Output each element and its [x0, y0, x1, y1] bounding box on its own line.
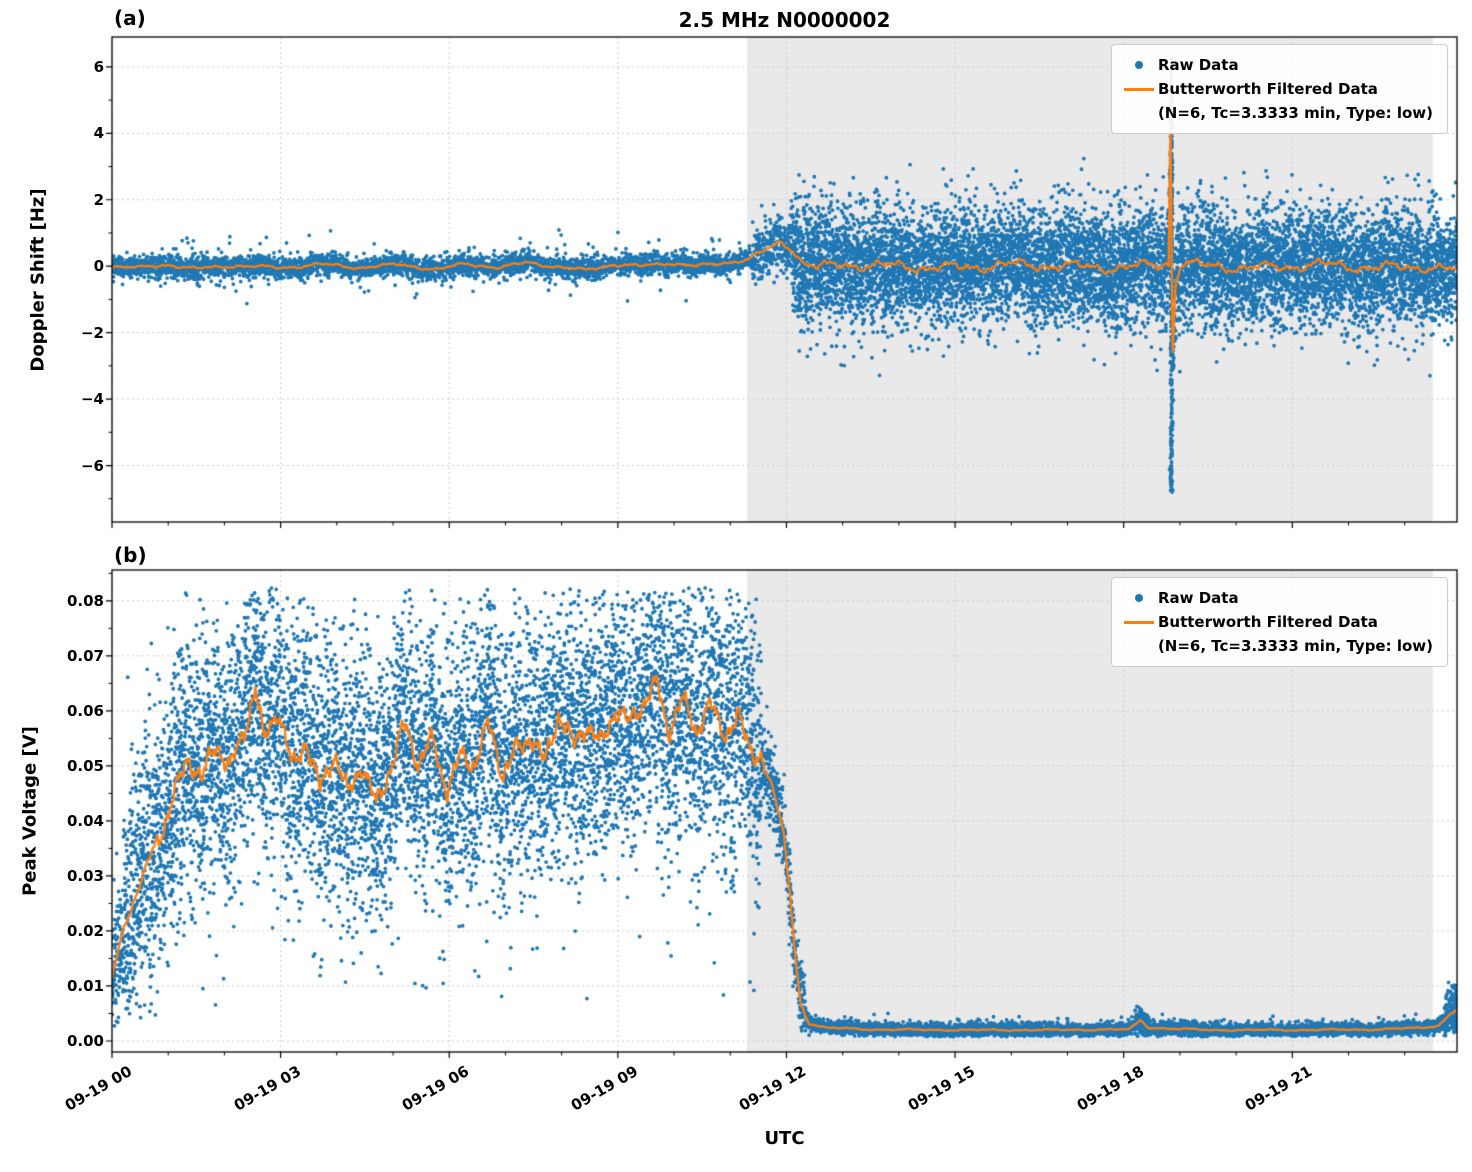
raw-data-dot-marker — [1134, 61, 1143, 69]
y-tick-label-b-8: 0.00 — [66, 1031, 104, 1050]
y-tick-label-b-7: 0.01 — [66, 976, 104, 995]
y-axis-label-voltage: Peak Voltage [V] — [19, 726, 41, 896]
y-tick-label-b-4: 0.04 — [66, 811, 104, 830]
y-tick-label-b-5: 0.03 — [66, 866, 104, 885]
y-tick-label-b-1: 0.07 — [66, 646, 104, 665]
y-tick-label-a-1: 4 — [93, 124, 104, 143]
legend-filtered-params: (N=6, Tc=3.3333 min, Type: low) — [1157, 637, 1433, 655]
legend-marker-cell — [1120, 594, 1158, 602]
legend-filtered-params: (N=6, Tc=3.3333 min, Type: low) — [1157, 104, 1433, 122]
legend-item-raw: Raw Data — [1120, 586, 1433, 610]
filtered-line-marker — [1123, 620, 1154, 624]
panel-label-a: (a) — [114, 6, 146, 30]
y-tick-label-a-6: −6 — [80, 456, 104, 475]
y-tick-label-b-0: 0.08 — [66, 591, 104, 610]
legend-item-raw: Raw Data — [1120, 53, 1433, 77]
y-tick-label-a-5: −4 — [80, 390, 104, 409]
y-tick-label-b-3: 0.05 — [66, 756, 104, 775]
legend-item-filtered-params: (N=6, Tc=3.3333 min, Type: low) — [1120, 101, 1433, 125]
legend-raw-label: Raw Data — [1157, 589, 1239, 607]
legend-marker-cell — [1120, 87, 1158, 91]
legend-filtered-label: Butterworth Filtered Data — [1157, 80, 1378, 98]
y-tick-label-a-4: −2 — [80, 323, 104, 342]
x-axis-label-utc: UTC — [764, 1128, 805, 1149]
legend-raw-label: Raw Data — [1157, 56, 1239, 74]
legend-filtered-label: Butterworth Filtered Data — [1157, 613, 1378, 631]
y-tick-label-a-0: 6 — [93, 57, 104, 76]
legend-item-filtered: Butterworth Filtered Data — [1120, 610, 1433, 634]
y-tick-label-b-6: 0.02 — [66, 921, 104, 940]
legend-marker-cell — [1120, 620, 1158, 624]
y-tick-label-a-3: 0 — [93, 257, 104, 276]
y-axis-label-doppler: Doppler Shift [Hz] — [27, 188, 49, 372]
legend-item-filtered: Butterworth Filtered Data — [1120, 77, 1433, 101]
legend-item-filtered-params: (N=6, Tc=3.3333 min, Type: low) — [1120, 634, 1433, 658]
filtered-line-marker — [1123, 87, 1154, 91]
legend-marker-cell — [1120, 61, 1158, 69]
raw-data-dot-marker — [1134, 594, 1143, 602]
legend-b: Raw Data Butterworth Filtered Data (N=6,… — [1110, 577, 1448, 667]
panel-label-b: (b) — [114, 543, 147, 567]
y-tick-label-a-2: 2 — [93, 190, 104, 209]
legend-a: Raw Data Butterworth Filtered Data (N=6,… — [1110, 44, 1448, 134]
figure-title: 2.5 MHz N0000002 — [678, 8, 891, 32]
y-tick-label-b-2: 0.06 — [66, 701, 104, 720]
